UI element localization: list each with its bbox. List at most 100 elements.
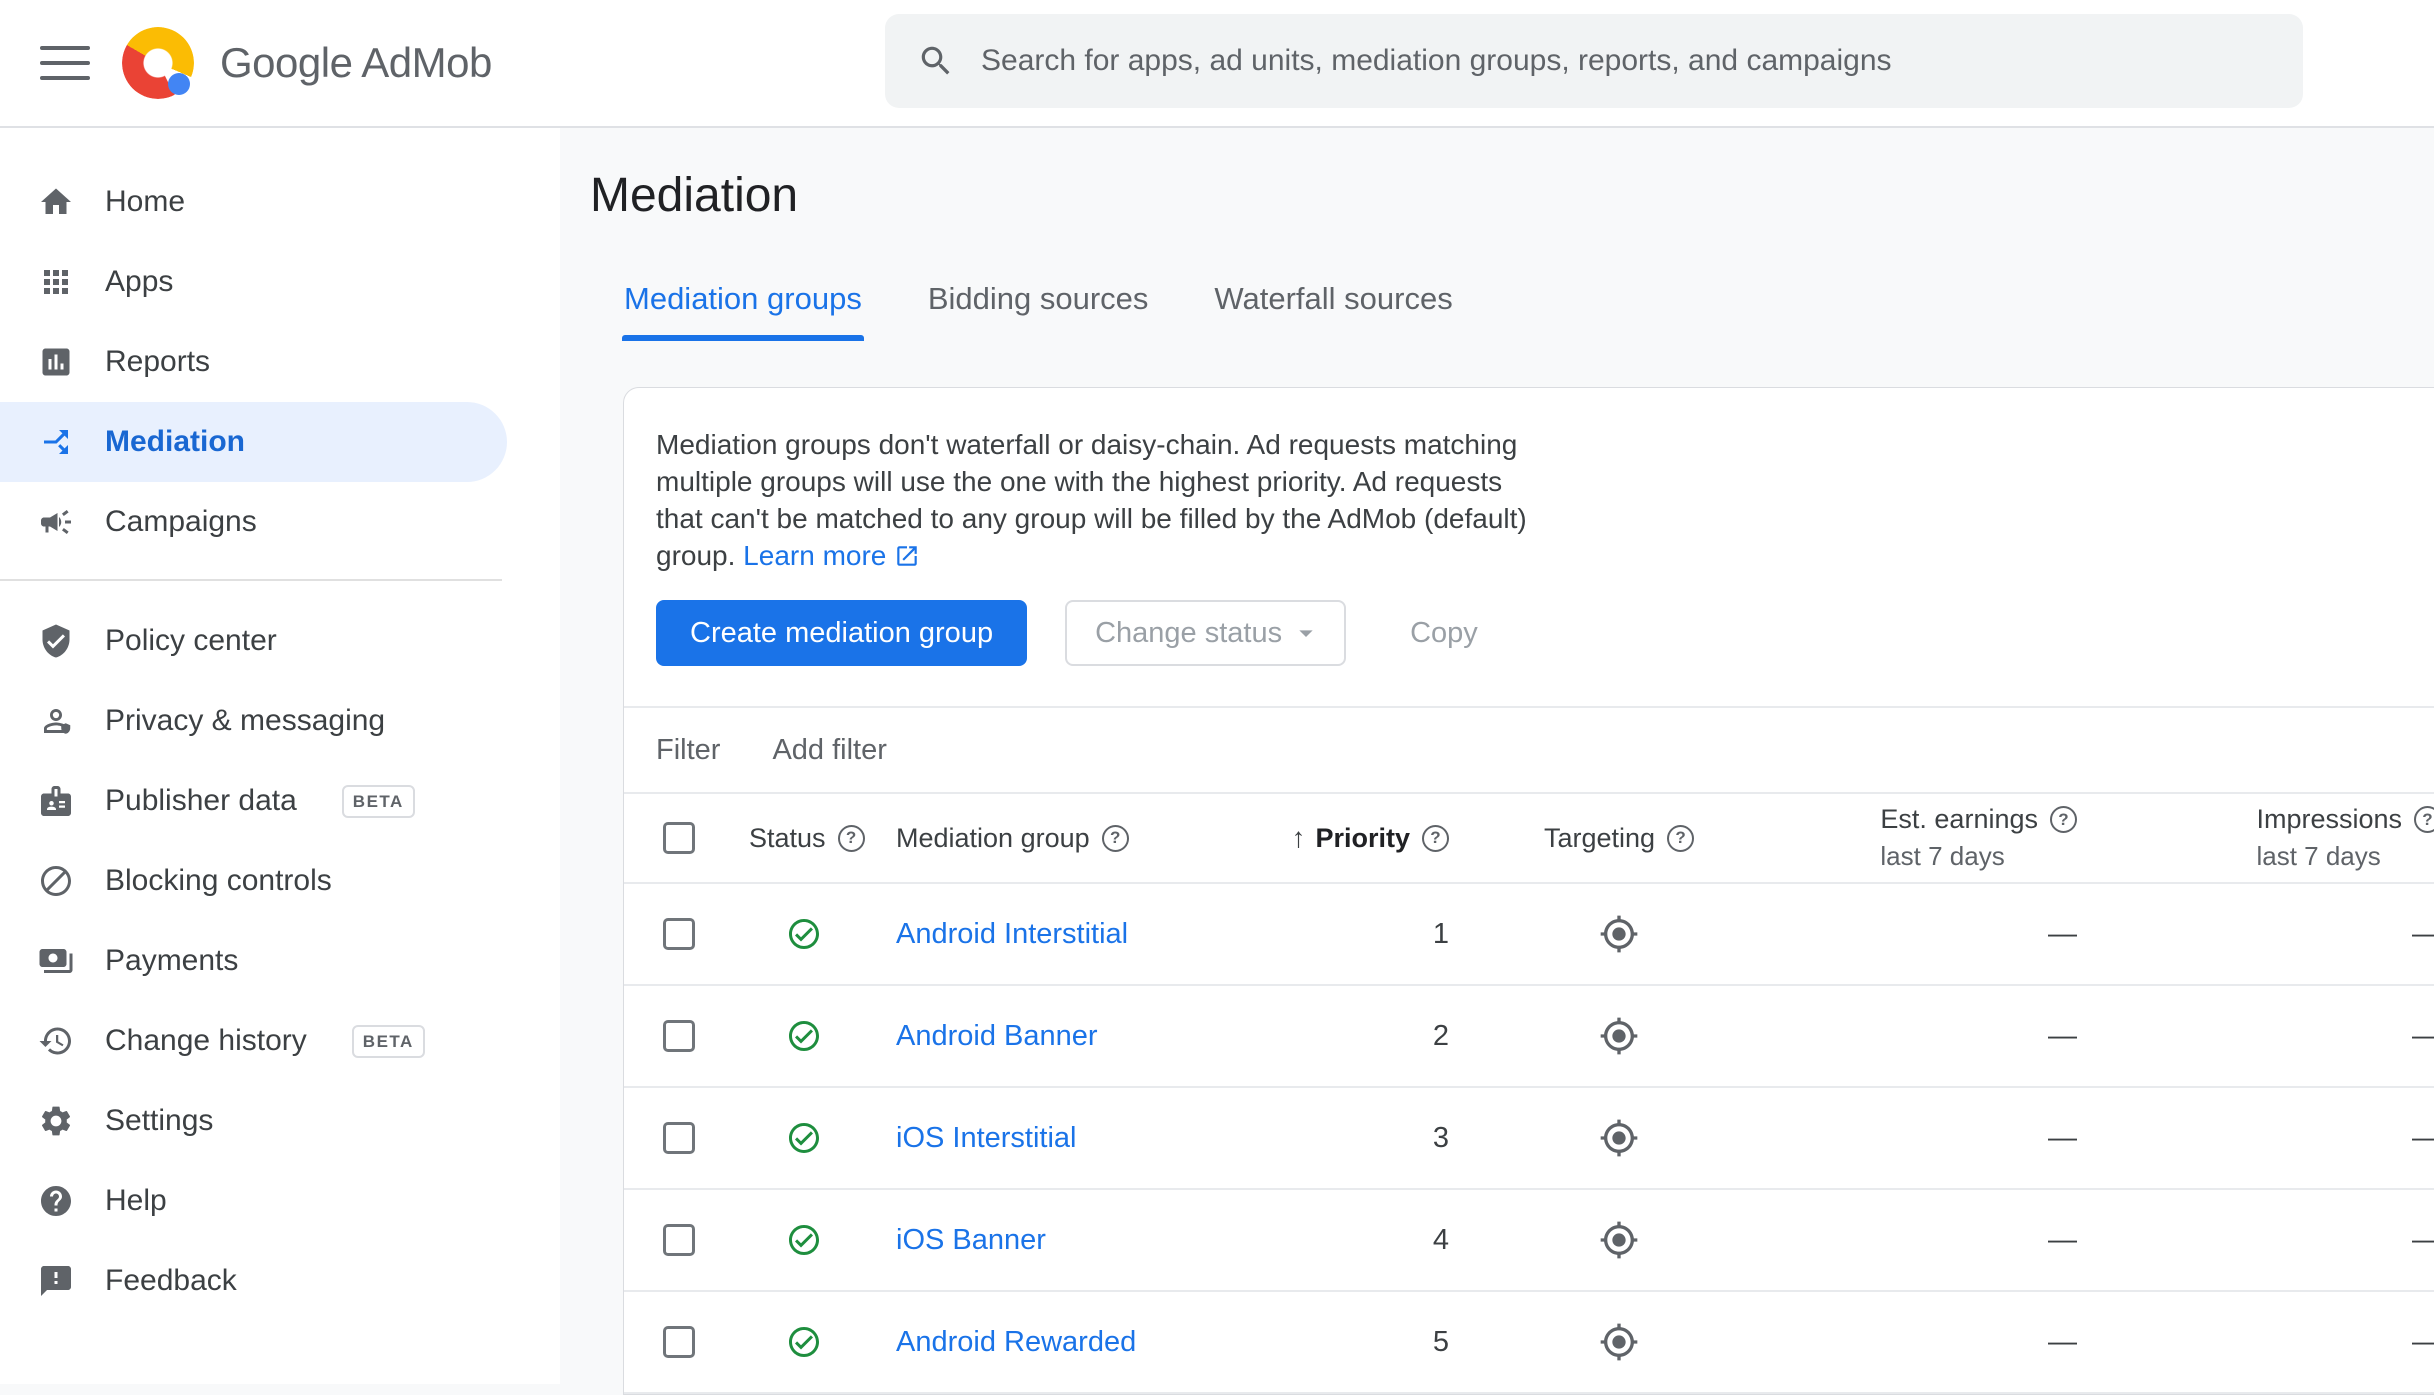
mediation-group-link[interactable]: Android Rewarded (896, 1325, 1137, 1358)
chevron-down-icon (1299, 630, 1313, 637)
home-icon (38, 184, 74, 220)
table-row: iOS Banner 4 — — (624, 1190, 2434, 1292)
sidebar-item-privacy-messaging[interactable]: Privacy & messaging (0, 681, 560, 761)
learn-more-link[interactable]: Learn more (743, 537, 920, 574)
mediation-group-link[interactable]: Android Banner (896, 1019, 1098, 1052)
mediation-group-link[interactable]: Android Interstitial (896, 917, 1129, 950)
sidebar-item-label: Campaigns (105, 505, 257, 538)
row-checkbox[interactable] (663, 1122, 695, 1154)
brand-name: Google AdMob (220, 39, 492, 86)
help-circle-icon (38, 1183, 74, 1219)
add-filter-button[interactable]: Add filter (772, 733, 887, 766)
action-buttons: Create mediation group Change status Cop… (656, 600, 2434, 666)
select-all-checkbox[interactable] (663, 822, 695, 854)
sidebar-item-policy-center[interactable]: Policy center (0, 601, 560, 681)
impressions-value: — (2412, 1224, 2434, 1256)
est-earnings-value: — (2048, 917, 2077, 950)
sidebar-item-home[interactable]: Home (0, 162, 560, 242)
beta-badge: BETA (351, 1024, 425, 1058)
help-icon[interactable]: ? (1667, 824, 1695, 852)
sidebar-item-label: Reports (105, 345, 211, 378)
gear-icon (38, 1103, 74, 1139)
table-row: Android Interstitial 1 — — (624, 884, 2434, 986)
est-earnings-value: — (2048, 1121, 2077, 1154)
sidebar-item-label: Change history (105, 1024, 307, 1057)
sidebar-item-campaigns[interactable]: Campaigns (0, 482, 560, 562)
tab-mediation-groups[interactable]: Mediation groups (622, 281, 864, 341)
search-icon (921, 46, 950, 75)
status-enabled-icon (789, 919, 819, 949)
impressions-value: — (2412, 1020, 2434, 1052)
menu-icon[interactable] (40, 46, 90, 80)
main-content: Mediation Mediation groups Bidding sourc… (560, 128, 2434, 1395)
help-icon[interactable]: ? (1422, 824, 1449, 852)
priority-value: 3 (1432, 1121, 1449, 1154)
mediation-split-icon (38, 424, 74, 460)
page-title: Mediation (590, 169, 799, 222)
impressions-value: — (2412, 1122, 2434, 1154)
sidebar-item-label: Payments (105, 944, 239, 977)
apps-grid-icon (38, 264, 74, 300)
sidebar-item-label: Policy center (105, 624, 277, 657)
column-header-impressions[interactable]: Impressions? last 7 days (2256, 804, 2434, 872)
intro-paragraph: Mediation groups don't waterfall or dais… (656, 429, 1527, 571)
column-header-targeting[interactable]: Targeting? (1544, 823, 1695, 854)
megaphone-icon (38, 504, 74, 540)
est-earnings-value: — (2048, 1325, 2077, 1358)
targeting-icon (1600, 915, 1638, 953)
search-bar[interactable] (885, 14, 2303, 108)
table-row: Android Banner 2 — — (624, 986, 2434, 1088)
sidebar-item-feedback[interactable]: Feedback (0, 1241, 560, 1321)
table-row: Android Rewarded 5 — — (624, 1292, 2434, 1394)
sidebar-item-help[interactable]: Help (0, 1161, 560, 1241)
help-icon[interactable]: ? (2050, 806, 2077, 833)
status-enabled-icon (789, 1021, 819, 1051)
shield-check-icon (38, 623, 74, 659)
person-shield-icon (38, 703, 74, 739)
create-mediation-group-button[interactable]: Create mediation group (656, 600, 1028, 666)
sort-ascending-icon: ↑ (1291, 822, 1306, 853)
column-header-mediation-group[interactable]: Mediation group? (896, 823, 1129, 854)
sidebar-item-label: Apps (105, 265, 174, 298)
row-checkbox[interactable] (663, 1224, 695, 1256)
column-header-priority[interactable]: ↑ Priority? (1291, 822, 1449, 854)
row-checkbox[interactable] (663, 1326, 695, 1358)
sidebar-item-apps[interactable]: Apps (0, 242, 560, 322)
sidebar-item-publisher-data[interactable]: Publisher data BETA (0, 761, 560, 841)
search-input[interactable] (979, 43, 2233, 79)
row-checkbox[interactable] (663, 918, 695, 950)
sidebar-item-label: Blocking controls (105, 864, 332, 897)
feedback-bubble-icon (38, 1263, 74, 1299)
filter-bar: Filter Add filter (624, 706, 2434, 792)
sidebar: Home Apps Reports Mediation Campaigns (0, 128, 560, 1384)
sidebar-item-payments[interactable]: Payments (0, 921, 560, 1001)
tab-bidding-sources[interactable]: Bidding sources (927, 281, 1149, 316)
sidebar-item-settings[interactable]: Settings (0, 1081, 560, 1161)
targeting-icon (1600, 1221, 1638, 1259)
mediation-group-link[interactable]: iOS Interstitial (896, 1121, 1077, 1154)
tab-bar: Mediation groups Bidding sources Waterfa… (622, 281, 2434, 341)
table-row: iOS Interstitial 3 — — (624, 1088, 2434, 1190)
sidebar-item-mediation[interactable]: Mediation (0, 402, 507, 482)
targeting-icon (1600, 1119, 1638, 1157)
sidebar-item-change-history[interactable]: Change history BETA (0, 1001, 560, 1081)
column-header-status[interactable]: Status? (749, 823, 865, 854)
external-link-icon (897, 545, 918, 566)
mediation-groups-table: Status? Mediation group? ↑ Priority? Targ… (624, 792, 2434, 1394)
change-status-button[interactable]: Change status (1065, 600, 1347, 666)
column-header-est-earnings[interactable]: Est. earnings? last 7 days (1880, 804, 2077, 872)
sidebar-item-label: Mediation (105, 425, 245, 458)
mediation-group-link[interactable]: iOS Banner (896, 1223, 1046, 1256)
row-checkbox[interactable] (663, 1020, 695, 1052)
sidebar-item-label: Feedback (105, 1264, 237, 1297)
brand-logo[interactable]: Google AdMob (122, 27, 492, 99)
copy-button[interactable]: Copy (1394, 600, 1494, 666)
help-icon[interactable]: ? (2414, 806, 2434, 833)
help-icon[interactable]: ? (1101, 824, 1129, 852)
sidebar-item-reports[interactable]: Reports (0, 322, 560, 402)
sidebar-item-blocking-controls[interactable]: Blocking controls (0, 841, 560, 921)
tab-waterfall-sources[interactable]: Waterfall sources (1214, 281, 1453, 316)
impressions-value: — (2412, 918, 2434, 950)
help-icon[interactable]: ? (837, 824, 865, 852)
